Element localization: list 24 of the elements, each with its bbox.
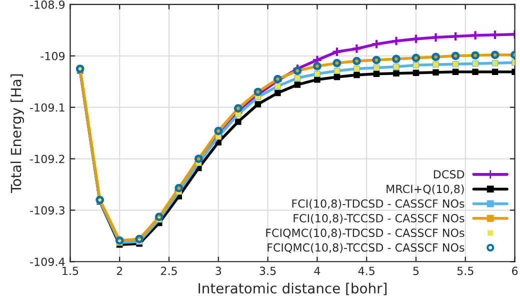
x-tick-label: 4.5: [358, 266, 374, 276]
x-tick-label: 6: [512, 266, 518, 276]
y-tick-label: -108.9: [30, 0, 65, 9]
legend-label: FCI(10,8)-TDCSD - CASSCF NOs: [292, 199, 464, 210]
x-axis-title: Interatomic distance [bohr]: [198, 282, 387, 296]
y-tick-label: -109.4: [30, 258, 65, 266]
x-tick-label: 5: [413, 266, 419, 276]
y-tick-label: -109.1: [30, 103, 64, 112]
x-tick-label: 2: [116, 266, 122, 275]
legend-label: FCI(10,8)-TCCSD - CASSCF NOs: [294, 214, 464, 224]
x-tick-label: 1.5: [62, 266, 78, 276]
legend-label: MRCI+Q(10,8): [386, 184, 464, 194]
legend-label: FCIQMC(10,8)-TCCSD - CASSCF NOs: [268, 243, 464, 253]
x-tick-label: 5.5: [457, 266, 474, 276]
y-tick-label: -109.3: [30, 206, 64, 215]
legend-label: FCIQMC(10,8)-TDCSD - CASSCF NOs: [266, 228, 464, 238]
y-tick-label: -109: [40, 52, 65, 60]
y-axis-title: Total Energy [Ha]: [10, 74, 24, 193]
y-tick-label: -109.2: [30, 154, 64, 164]
legend-label: DCSD: [434, 170, 464, 178]
x-tick-label: 4: [314, 266, 320, 275]
x-tick-label: 3.5: [260, 266, 276, 276]
x-tick-label: 2.5: [160, 266, 177, 276]
x-tick-label: 3: [216, 266, 222, 276]
